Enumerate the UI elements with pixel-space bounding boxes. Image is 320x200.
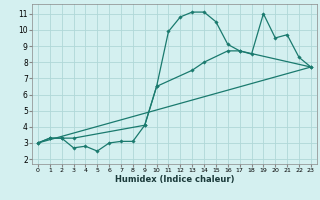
X-axis label: Humidex (Indice chaleur): Humidex (Indice chaleur): [115, 175, 234, 184]
